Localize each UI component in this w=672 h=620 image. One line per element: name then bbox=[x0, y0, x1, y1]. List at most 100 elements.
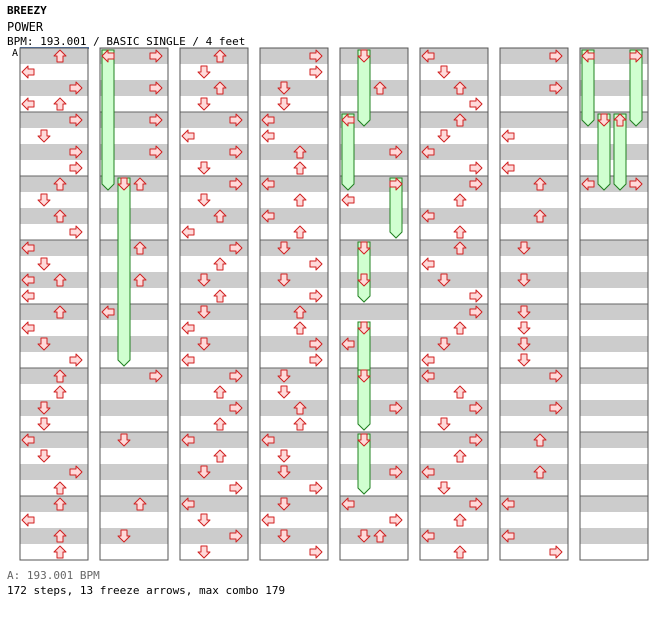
stripe bbox=[580, 432, 648, 448]
step-arrow-icon bbox=[517, 305, 531, 319]
stripe bbox=[180, 112, 248, 128]
freeze-arrow-icon-head bbox=[341, 113, 355, 127]
stripe bbox=[180, 496, 248, 512]
step-arrow-icon bbox=[229, 241, 243, 255]
step-arrow-icon bbox=[501, 529, 515, 543]
stripe bbox=[340, 144, 408, 160]
step-arrow-icon bbox=[309, 49, 323, 63]
step-arrow-icon bbox=[277, 81, 291, 95]
step-arrow-icon bbox=[309, 353, 323, 367]
step-arrow-icon bbox=[469, 497, 483, 511]
step-arrow-icon bbox=[149, 81, 163, 95]
stripe bbox=[340, 48, 408, 64]
stripe bbox=[100, 368, 168, 384]
step-arrow-icon bbox=[373, 81, 387, 95]
stripe bbox=[580, 240, 648, 256]
stripe bbox=[340, 464, 408, 480]
step-arrow-icon bbox=[373, 529, 387, 543]
chart-column bbox=[179, 47, 249, 561]
stripe bbox=[500, 80, 568, 96]
step-arrow-icon bbox=[277, 273, 291, 287]
stripe bbox=[580, 368, 648, 384]
step-arrow-icon bbox=[53, 177, 67, 191]
stripe bbox=[500, 400, 568, 416]
step-arrow-icon bbox=[149, 113, 163, 127]
freeze-arrow-icon-head bbox=[117, 177, 131, 191]
step-arrow-icon bbox=[197, 161, 211, 175]
step-arrow-icon bbox=[629, 177, 643, 191]
stripe bbox=[100, 80, 168, 96]
step-arrow-icon bbox=[533, 209, 547, 223]
freeze-arrow-icon bbox=[357, 369, 371, 431]
step-arrow-icon bbox=[533, 465, 547, 479]
stripe bbox=[580, 304, 648, 320]
step-arrow-icon bbox=[197, 513, 211, 527]
step-arrow-icon bbox=[69, 145, 83, 159]
step-arrow-icon bbox=[293, 321, 307, 335]
stats-line: 172 steps, 13 freeze arrows, max combo 1… bbox=[7, 584, 286, 597]
step-arrow-icon bbox=[37, 337, 51, 351]
step-arrow-icon bbox=[213, 209, 227, 223]
stripe bbox=[260, 496, 328, 512]
chart-column bbox=[19, 47, 89, 561]
freeze-arrow-icon bbox=[613, 113, 627, 191]
step-arrow-icon bbox=[341, 193, 355, 207]
freeze-arrow-icon bbox=[629, 49, 643, 127]
stripe bbox=[260, 368, 328, 384]
stripe bbox=[180, 304, 248, 320]
step-arrow-icon bbox=[53, 273, 67, 287]
step-arrow-icon bbox=[149, 145, 163, 159]
stripe bbox=[580, 208, 648, 224]
step-arrow-icon bbox=[229, 113, 243, 127]
step-arrow-icon bbox=[421, 529, 435, 543]
stripe bbox=[20, 112, 88, 128]
step-arrow-icon bbox=[229, 401, 243, 415]
stripe bbox=[580, 464, 648, 480]
step-arrow-icon bbox=[277, 529, 291, 543]
stripe bbox=[500, 336, 568, 352]
step-arrow-icon bbox=[69, 113, 83, 127]
chart-column bbox=[419, 47, 489, 561]
stripe bbox=[180, 144, 248, 160]
stripe bbox=[100, 208, 168, 224]
step-arrow-icon bbox=[437, 129, 451, 143]
step-arrow-icon bbox=[37, 257, 51, 271]
step-arrow-icon bbox=[277, 241, 291, 255]
step-arrow-icon bbox=[21, 321, 35, 335]
step-arrow-icon bbox=[69, 225, 83, 239]
stripe bbox=[420, 176, 488, 192]
stripe bbox=[420, 368, 488, 384]
stripe bbox=[180, 240, 248, 256]
step-arrow-icon bbox=[533, 177, 547, 191]
step-arrow-icon bbox=[501, 129, 515, 143]
step-arrow-icon bbox=[437, 481, 451, 495]
step-arrow-icon bbox=[357, 529, 371, 543]
freeze-arrow-icon bbox=[389, 177, 403, 239]
stripe bbox=[260, 80, 328, 96]
step-arrow-icon bbox=[53, 209, 67, 223]
step-arrow-icon bbox=[21, 433, 35, 447]
stripe bbox=[180, 368, 248, 384]
step-arrow-icon bbox=[421, 353, 435, 367]
step-arrow-icon bbox=[293, 305, 307, 319]
step-arrow-icon bbox=[581, 177, 595, 191]
stripe bbox=[100, 304, 168, 320]
step-arrow-icon bbox=[181, 497, 195, 511]
step-arrow-icon bbox=[437, 337, 451, 351]
step-arrow-icon bbox=[341, 497, 355, 511]
stripe bbox=[580, 528, 648, 544]
stripe bbox=[340, 336, 408, 352]
chart-column bbox=[339, 47, 409, 561]
stripe bbox=[260, 176, 328, 192]
step-arrow-icon bbox=[21, 289, 35, 303]
stripe bbox=[180, 176, 248, 192]
stripe bbox=[420, 496, 488, 512]
step-arrow-icon bbox=[37, 401, 51, 415]
step-arrow-icon bbox=[357, 273, 371, 287]
freeze-arrow-icon-head bbox=[357, 321, 371, 335]
freeze-arrow-icon bbox=[117, 177, 131, 367]
freeze-arrow-icon bbox=[581, 49, 595, 127]
stripe bbox=[100, 144, 168, 160]
freeze-arrow-icon-head bbox=[357, 49, 371, 63]
stripe bbox=[420, 272, 488, 288]
